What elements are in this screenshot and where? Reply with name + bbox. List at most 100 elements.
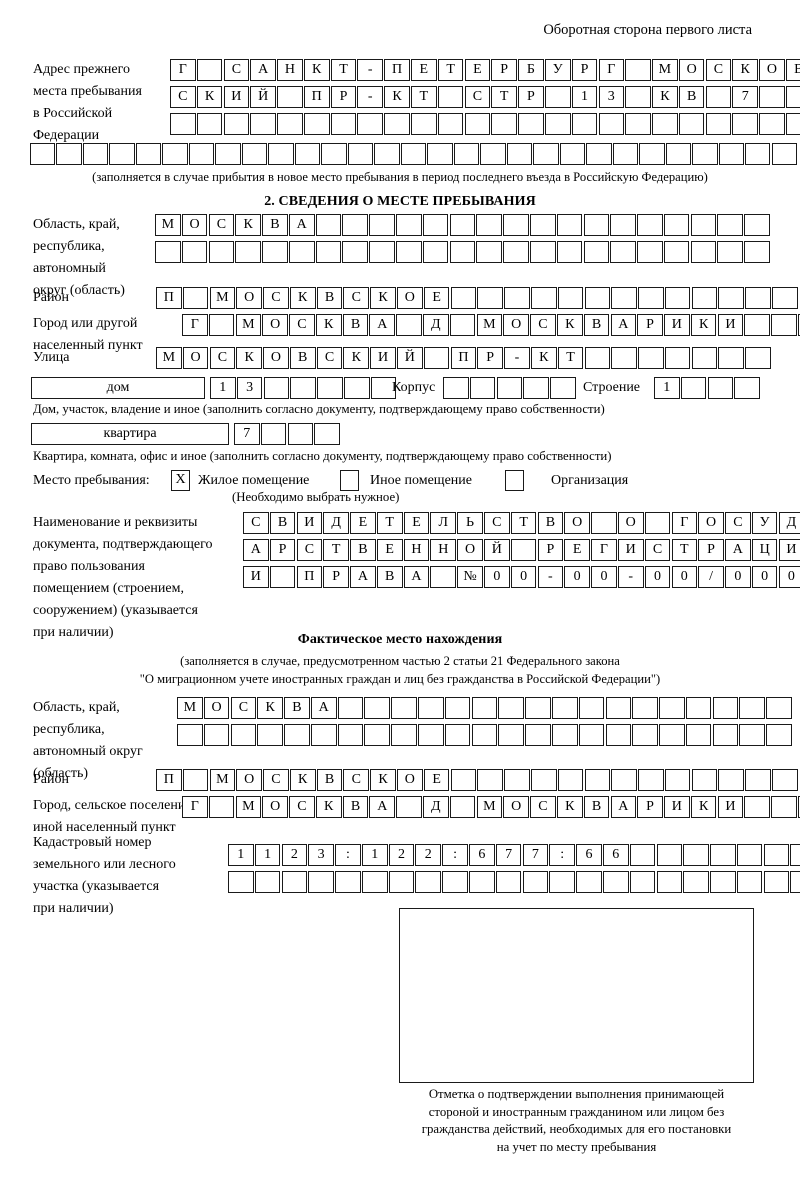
- char-cell[interactable]: 1: [571, 86, 598, 108]
- char-cell[interactable]: О: [262, 314, 288, 336]
- char-cell[interactable]: [629, 844, 656, 866]
- char-cell[interactable]: [659, 697, 685, 719]
- char-cell[interactable]: [422, 214, 449, 236]
- char-cell[interactable]: Г: [598, 59, 625, 81]
- char-cell[interactable]: [664, 347, 691, 369]
- char-cell[interactable]: [664, 287, 691, 309]
- char-cell[interactable]: [638, 287, 664, 309]
- char-cell[interactable]: [523, 377, 549, 399]
- char-cell[interactable]: [771, 796, 797, 818]
- char-cell[interactable]: [744, 214, 770, 236]
- char-cell[interactable]: [162, 143, 188, 165]
- char-cell[interactable]: [744, 241, 770, 263]
- char-cell[interactable]: В: [537, 512, 564, 534]
- char-cell[interactable]: И: [778, 539, 800, 561]
- char-cell[interactable]: [337, 724, 364, 746]
- char-cell[interactable]: О: [678, 59, 705, 81]
- char-cell[interactable]: А: [403, 566, 430, 588]
- char-cell[interactable]: В: [269, 512, 296, 534]
- char-cell[interactable]: [82, 143, 109, 165]
- char-cell[interactable]: [625, 86, 651, 108]
- char-cell[interactable]: [203, 724, 230, 746]
- char-cell[interactable]: С: [705, 59, 732, 81]
- char-cell[interactable]: [442, 871, 468, 893]
- char-cell[interactable]: [790, 871, 800, 893]
- char-cell[interactable]: И: [664, 796, 690, 818]
- char-cell[interactable]: [529, 214, 556, 236]
- char-cell[interactable]: [797, 314, 800, 336]
- char-cell[interactable]: П: [384, 59, 410, 81]
- char-cell[interactable]: [692, 143, 718, 165]
- char-cell[interactable]: О: [759, 59, 785, 81]
- char-cell[interactable]: [464, 113, 491, 135]
- char-cell[interactable]: [321, 143, 347, 165]
- char-cell[interactable]: Т: [330, 59, 357, 81]
- char-cell[interactable]: [268, 143, 294, 165]
- char-cell[interactable]: [506, 143, 533, 165]
- char-cell[interactable]: Н: [403, 539, 430, 561]
- char-cell[interactable]: [744, 796, 770, 818]
- char-cell[interactable]: М: [155, 214, 181, 236]
- char-cell[interactable]: Р: [698, 539, 724, 561]
- char-cell[interactable]: [529, 241, 556, 263]
- char-cell[interactable]: Р: [571, 59, 598, 81]
- char-cell[interactable]: [504, 769, 530, 791]
- char-cell[interactable]: [556, 214, 583, 236]
- char-cell[interactable]: [559, 143, 586, 165]
- char-cell[interactable]: Е: [411, 59, 437, 81]
- char-cell[interactable]: Д: [423, 796, 449, 818]
- char-cell[interactable]: М: [209, 287, 236, 309]
- char-cell[interactable]: [330, 113, 357, 135]
- char-cell[interactable]: Р: [330, 86, 357, 108]
- char-cell[interactable]: [443, 377, 469, 399]
- char-cell[interactable]: Н: [430, 539, 457, 561]
- char-cell[interactable]: [469, 377, 496, 399]
- char-cell[interactable]: 3: [236, 377, 263, 399]
- char-cell[interactable]: В: [342, 796, 369, 818]
- char-cell[interactable]: 0: [564, 566, 590, 588]
- char-cell[interactable]: Р: [537, 539, 564, 561]
- char-cell[interactable]: С: [296, 539, 323, 561]
- char-cell[interactable]: [610, 241, 636, 263]
- char-cell[interactable]: К: [556, 796, 583, 818]
- char-cell[interactable]: [583, 214, 610, 236]
- char-cell[interactable]: А: [610, 796, 637, 818]
- char-cell[interactable]: 6: [602, 844, 629, 866]
- char-cell[interactable]: [745, 143, 771, 165]
- char-cell[interactable]: [477, 287, 503, 309]
- char-cell[interactable]: [790, 844, 800, 866]
- char-cell[interactable]: С: [208, 214, 235, 236]
- char-cell[interactable]: Р: [491, 59, 517, 81]
- char-cell[interactable]: [284, 724, 310, 746]
- char-cell[interactable]: С: [289, 796, 315, 818]
- char-cell[interactable]: [396, 214, 422, 236]
- char-cell[interactable]: [736, 844, 763, 866]
- char-cell[interactable]: [638, 347, 664, 369]
- char-cell[interactable]: [637, 214, 663, 236]
- char-cell[interactable]: [522, 871, 549, 893]
- char-cell[interactable]: 7: [234, 423, 260, 445]
- char-cell[interactable]: Й: [484, 539, 510, 561]
- char-cell[interactable]: [586, 143, 612, 165]
- char-cell[interactable]: М: [476, 796, 503, 818]
- char-cell[interactable]: Т: [557, 347, 584, 369]
- char-cell[interactable]: О: [203, 697, 230, 719]
- char-cell[interactable]: К: [384, 86, 410, 108]
- char-cell[interactable]: [56, 143, 82, 165]
- char-cell[interactable]: [739, 697, 765, 719]
- char-cell[interactable]: [797, 796, 800, 818]
- previous-address-row-4[interactable]: [30, 143, 798, 165]
- char-cell[interactable]: [602, 871, 629, 893]
- region-row-2[interactable]: [155, 241, 770, 263]
- char-cell[interactable]: 2: [388, 844, 415, 866]
- char-cell[interactable]: [422, 241, 449, 263]
- char-cell[interactable]: Л: [430, 512, 457, 534]
- char-cell[interactable]: [396, 314, 422, 336]
- char-cell[interactable]: К: [257, 697, 283, 719]
- char-cell[interactable]: Ц: [751, 539, 778, 561]
- char-cell[interactable]: Е: [423, 769, 450, 791]
- char-cell[interactable]: [449, 214, 476, 236]
- char-cell[interactable]: [317, 377, 343, 399]
- char-cell[interactable]: [495, 871, 522, 893]
